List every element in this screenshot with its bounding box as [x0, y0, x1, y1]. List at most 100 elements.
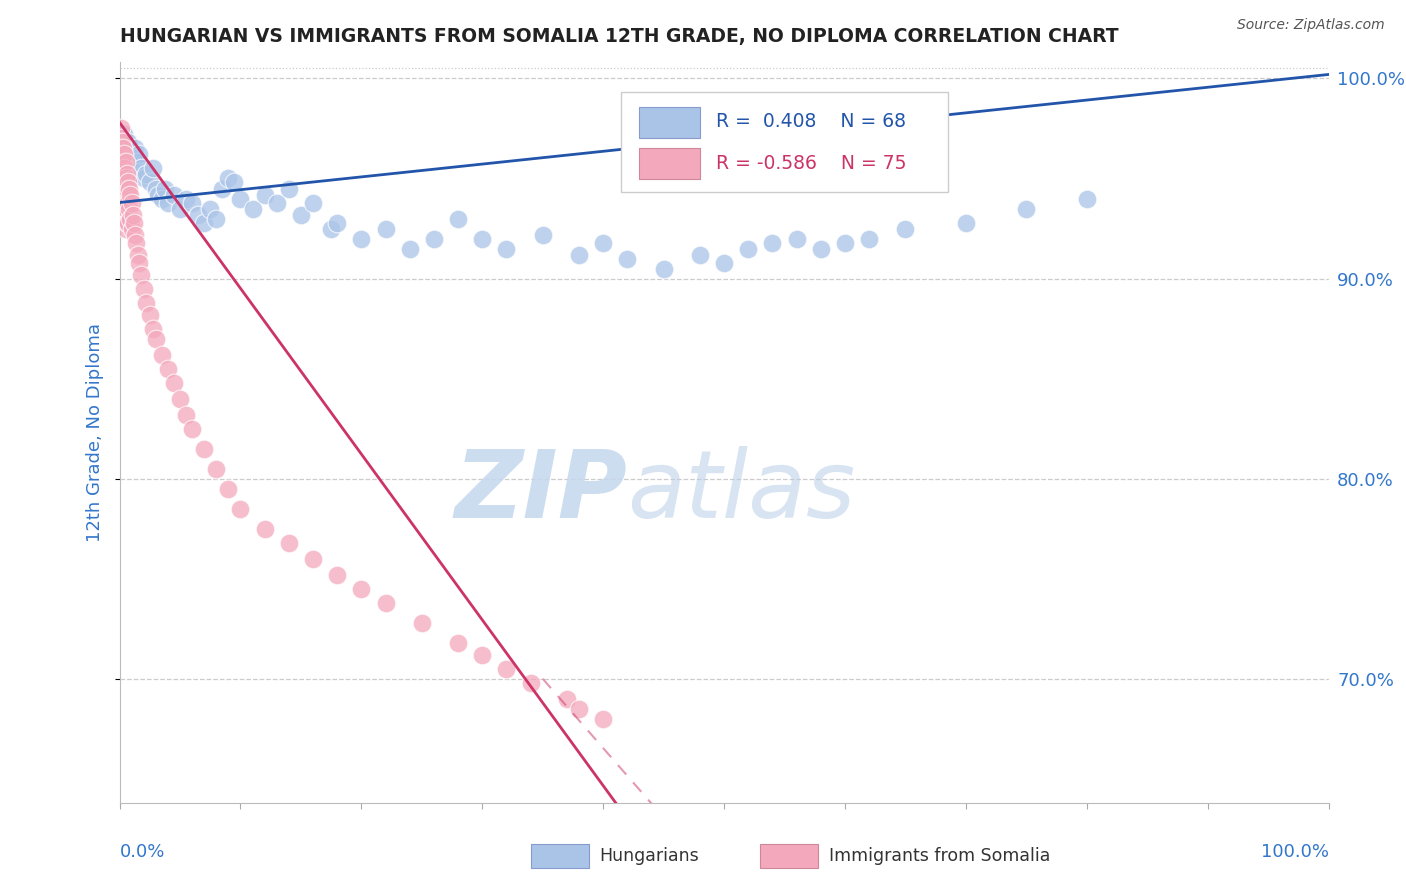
Point [120, 152, 142, 166]
Point [786, 231, 808, 245]
Point [118, 202, 141, 216]
Point [290, 207, 312, 221]
FancyBboxPatch shape [640, 148, 700, 179]
Point [200, 202, 222, 216]
Point [302, 195, 325, 210]
Point [495, 662, 517, 676]
Point [519, 675, 541, 690]
Point [253, 522, 276, 536]
Point [411, 615, 433, 630]
Point [150, 348, 173, 362]
FancyBboxPatch shape [640, 107, 700, 138]
Point [242, 202, 264, 216]
Point [592, 712, 614, 726]
Text: 100.0%: 100.0% [1261, 843, 1329, 861]
Point [110, 131, 132, 145]
Point [374, 221, 396, 235]
Point [112, 161, 135, 176]
Point [592, 235, 614, 250]
FancyBboxPatch shape [761, 844, 818, 868]
Point [205, 461, 228, 475]
Point [121, 207, 143, 221]
Point [150, 192, 173, 206]
Point [181, 195, 204, 210]
Point [447, 211, 470, 226]
Point [471, 648, 494, 662]
Point [122, 215, 145, 229]
Point [187, 207, 209, 221]
Point [112, 192, 135, 206]
Point [229, 192, 252, 206]
Text: R = -0.586    N = 75: R = -0.586 N = 75 [716, 154, 905, 173]
Point [447, 636, 470, 650]
Point [555, 691, 578, 706]
Point [174, 408, 197, 422]
Point [112, 168, 135, 182]
Point [858, 231, 880, 245]
Point [148, 187, 170, 202]
Point [118, 181, 141, 195]
Point [616, 252, 638, 266]
Point [121, 161, 143, 176]
Point [125, 152, 148, 166]
Text: Source: ZipAtlas.com: Source: ZipAtlas.com [1237, 18, 1385, 32]
Point [115, 181, 138, 195]
Point [326, 215, 349, 229]
Point [138, 308, 162, 322]
Point [111, 152, 134, 166]
Point [277, 181, 299, 195]
Point [110, 141, 132, 155]
Point [1015, 202, 1038, 216]
Point [112, 211, 135, 226]
Point [120, 187, 142, 202]
FancyBboxPatch shape [621, 92, 948, 192]
Text: HUNGARIAN VS IMMIGRANTS FROM SOMALIA 12TH GRADE, NO DIPLOMA CORRELATION CHART: HUNGARIAN VS IMMIGRANTS FROM SOMALIA 12T… [120, 27, 1118, 45]
Point [121, 195, 143, 210]
Point [326, 567, 349, 582]
Point [125, 235, 148, 250]
Point [112, 215, 135, 229]
Point [193, 215, 215, 229]
Point [112, 147, 135, 161]
Text: 0.0%: 0.0% [120, 843, 165, 861]
Point [138, 176, 162, 190]
Point [122, 168, 145, 182]
Point [211, 181, 233, 195]
Point [117, 195, 139, 210]
Point [117, 136, 139, 150]
Point [471, 231, 494, 245]
Point [114, 202, 136, 216]
Point [124, 141, 146, 155]
Point [713, 255, 735, 269]
Point [112, 181, 135, 195]
Point [689, 247, 711, 261]
Point [135, 295, 157, 310]
Point [124, 227, 146, 242]
Point [737, 242, 759, 256]
Point [277, 535, 299, 549]
Point [169, 202, 191, 216]
Point [132, 281, 155, 295]
Point [156, 195, 179, 210]
Point [142, 321, 165, 335]
Point [531, 227, 554, 242]
Point [894, 221, 917, 235]
Point [1076, 192, 1098, 206]
Text: atlas: atlas [627, 446, 856, 537]
Point [112, 128, 135, 142]
Point [163, 376, 186, 390]
Point [112, 155, 135, 169]
Point [156, 361, 179, 376]
Point [117, 215, 139, 229]
Point [266, 195, 288, 210]
Point [229, 501, 252, 516]
Point [568, 702, 591, 716]
Point [652, 261, 675, 276]
Point [112, 176, 135, 190]
FancyBboxPatch shape [530, 844, 589, 868]
Point [129, 161, 152, 176]
Point [169, 392, 191, 406]
Point [114, 171, 136, 186]
Point [761, 235, 783, 250]
Point [374, 596, 396, 610]
